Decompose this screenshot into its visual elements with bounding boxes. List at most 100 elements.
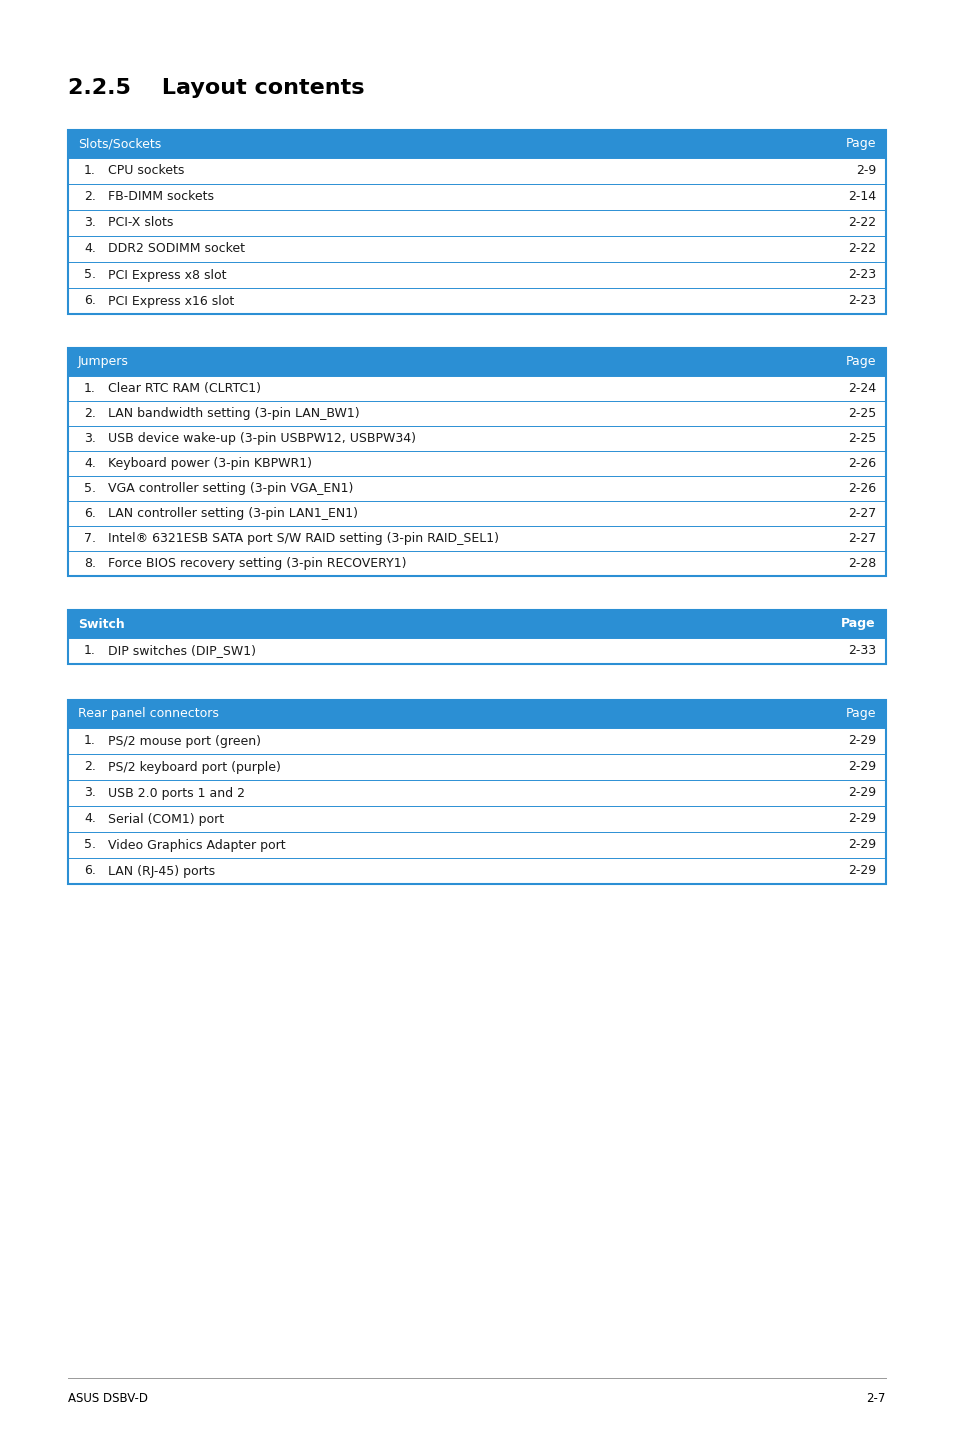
Text: Rear panel connectors: Rear panel connectors bbox=[78, 707, 218, 720]
Bar bbox=[68, 348, 885, 375]
Text: LAN controller setting (3-pin LAN1_EN1): LAN controller setting (3-pin LAN1_EN1) bbox=[108, 508, 357, 521]
Bar bbox=[68, 476, 885, 500]
Text: Page: Page bbox=[844, 355, 875, 368]
Bar bbox=[68, 401, 885, 426]
Text: PS/2 mouse port (green): PS/2 mouse port (green) bbox=[108, 735, 261, 748]
Text: 3.: 3. bbox=[84, 217, 96, 230]
Text: USB 2.0 ports 1 and 2: USB 2.0 ports 1 and 2 bbox=[108, 787, 245, 800]
Text: 2-22: 2-22 bbox=[847, 243, 875, 256]
Bar bbox=[68, 210, 885, 236]
Text: 2-27: 2-27 bbox=[847, 532, 875, 545]
Bar bbox=[68, 452, 885, 476]
Text: 2-29: 2-29 bbox=[847, 761, 875, 774]
Text: 7.: 7. bbox=[84, 532, 96, 545]
Bar bbox=[68, 500, 885, 526]
Text: 1.: 1. bbox=[84, 735, 96, 748]
Text: 4.: 4. bbox=[84, 457, 96, 470]
Text: 2-26: 2-26 bbox=[847, 457, 875, 470]
Text: 2-29: 2-29 bbox=[847, 838, 875, 851]
Text: 2.: 2. bbox=[84, 190, 96, 204]
Bar bbox=[68, 700, 885, 728]
Text: 2.: 2. bbox=[84, 407, 96, 420]
Text: FB-DIMM sockets: FB-DIMM sockets bbox=[108, 190, 213, 204]
Text: 2-25: 2-25 bbox=[847, 407, 875, 420]
Bar bbox=[68, 728, 885, 754]
Text: PCI Express x16 slot: PCI Express x16 slot bbox=[108, 295, 234, 308]
Text: 2-26: 2-26 bbox=[847, 482, 875, 495]
Text: 2-22: 2-22 bbox=[847, 217, 875, 230]
Bar bbox=[68, 526, 885, 551]
Bar bbox=[68, 288, 885, 313]
Text: 2-28: 2-28 bbox=[847, 557, 875, 569]
Bar bbox=[68, 129, 885, 313]
Bar bbox=[68, 158, 885, 184]
Text: 6.: 6. bbox=[84, 295, 96, 308]
Text: CPU sockets: CPU sockets bbox=[108, 164, 184, 177]
Text: DIP switches (DIP_SW1): DIP switches (DIP_SW1) bbox=[108, 644, 255, 657]
Text: DDR2 SODIMM socket: DDR2 SODIMM socket bbox=[108, 243, 245, 256]
Text: Clear RTC RAM (CLRTC1): Clear RTC RAM (CLRTC1) bbox=[108, 383, 261, 395]
Text: 5.: 5. bbox=[84, 838, 96, 851]
Text: 2-23: 2-23 bbox=[847, 295, 875, 308]
Bar bbox=[68, 551, 885, 577]
Text: Page: Page bbox=[844, 138, 875, 151]
Text: 2-27: 2-27 bbox=[847, 508, 875, 521]
Bar bbox=[68, 375, 885, 401]
Text: 4.: 4. bbox=[84, 243, 96, 256]
Text: 6.: 6. bbox=[84, 508, 96, 521]
Text: Keyboard power (3-pin KBPWR1): Keyboard power (3-pin KBPWR1) bbox=[108, 457, 312, 470]
Text: 1.: 1. bbox=[84, 164, 96, 177]
Text: 1.: 1. bbox=[84, 644, 96, 657]
Text: 2-24: 2-24 bbox=[847, 383, 875, 395]
Text: 2-29: 2-29 bbox=[847, 787, 875, 800]
Bar bbox=[68, 833, 885, 858]
Bar bbox=[68, 129, 885, 158]
Text: 2.2.5    Layout contents: 2.2.5 Layout contents bbox=[68, 78, 364, 98]
Bar bbox=[68, 754, 885, 779]
Text: 2-14: 2-14 bbox=[847, 190, 875, 204]
Text: USB device wake-up (3-pin USBPW12, USBPW34): USB device wake-up (3-pin USBPW12, USBPW… bbox=[108, 431, 416, 444]
Text: Page: Page bbox=[841, 617, 875, 630]
Bar bbox=[68, 184, 885, 210]
Text: PCI Express x8 slot: PCI Express x8 slot bbox=[108, 269, 226, 282]
Text: 8.: 8. bbox=[84, 557, 96, 569]
Bar bbox=[68, 858, 885, 884]
Bar bbox=[68, 700, 885, 884]
Text: 2-7: 2-7 bbox=[865, 1392, 885, 1405]
Bar bbox=[68, 610, 885, 664]
Text: ASUS DSBV-D: ASUS DSBV-D bbox=[68, 1392, 148, 1405]
Text: 3.: 3. bbox=[84, 431, 96, 444]
Text: Jumpers: Jumpers bbox=[78, 355, 129, 368]
Text: 2.: 2. bbox=[84, 761, 96, 774]
Text: PS/2 keyboard port (purple): PS/2 keyboard port (purple) bbox=[108, 761, 280, 774]
Text: Page: Page bbox=[844, 707, 875, 720]
Text: 5.: 5. bbox=[84, 269, 96, 282]
Bar bbox=[68, 262, 885, 288]
Text: Intel® 6321ESB SATA port S/W RAID setting (3-pin RAID_SEL1): Intel® 6321ESB SATA port S/W RAID settin… bbox=[108, 532, 498, 545]
Text: VGA controller setting (3-pin VGA_EN1): VGA controller setting (3-pin VGA_EN1) bbox=[108, 482, 353, 495]
Bar bbox=[68, 638, 885, 664]
Text: PCI-X slots: PCI-X slots bbox=[108, 217, 173, 230]
Text: Serial (COM1) port: Serial (COM1) port bbox=[108, 812, 224, 825]
Text: 5.: 5. bbox=[84, 482, 96, 495]
Text: Switch: Switch bbox=[78, 617, 125, 630]
Text: 2-29: 2-29 bbox=[847, 864, 875, 877]
Bar bbox=[68, 426, 885, 452]
Text: Slots/Sockets: Slots/Sockets bbox=[78, 138, 161, 151]
Text: 3.: 3. bbox=[84, 787, 96, 800]
Bar bbox=[68, 348, 885, 577]
Text: 1.: 1. bbox=[84, 383, 96, 395]
Text: 4.: 4. bbox=[84, 812, 96, 825]
Text: Video Graphics Adapter port: Video Graphics Adapter port bbox=[108, 838, 285, 851]
Text: 2-25: 2-25 bbox=[847, 431, 875, 444]
Text: 2-23: 2-23 bbox=[847, 269, 875, 282]
Bar bbox=[68, 610, 885, 638]
Bar bbox=[68, 807, 885, 833]
Bar bbox=[68, 779, 885, 807]
Text: 2-29: 2-29 bbox=[847, 812, 875, 825]
Text: 2-9: 2-9 bbox=[855, 164, 875, 177]
Text: 2-33: 2-33 bbox=[847, 644, 875, 657]
Text: LAN (RJ-45) ports: LAN (RJ-45) ports bbox=[108, 864, 214, 877]
Text: Force BIOS recovery setting (3-pin RECOVERY1): Force BIOS recovery setting (3-pin RECOV… bbox=[108, 557, 406, 569]
Text: LAN bandwidth setting (3-pin LAN_BW1): LAN bandwidth setting (3-pin LAN_BW1) bbox=[108, 407, 359, 420]
